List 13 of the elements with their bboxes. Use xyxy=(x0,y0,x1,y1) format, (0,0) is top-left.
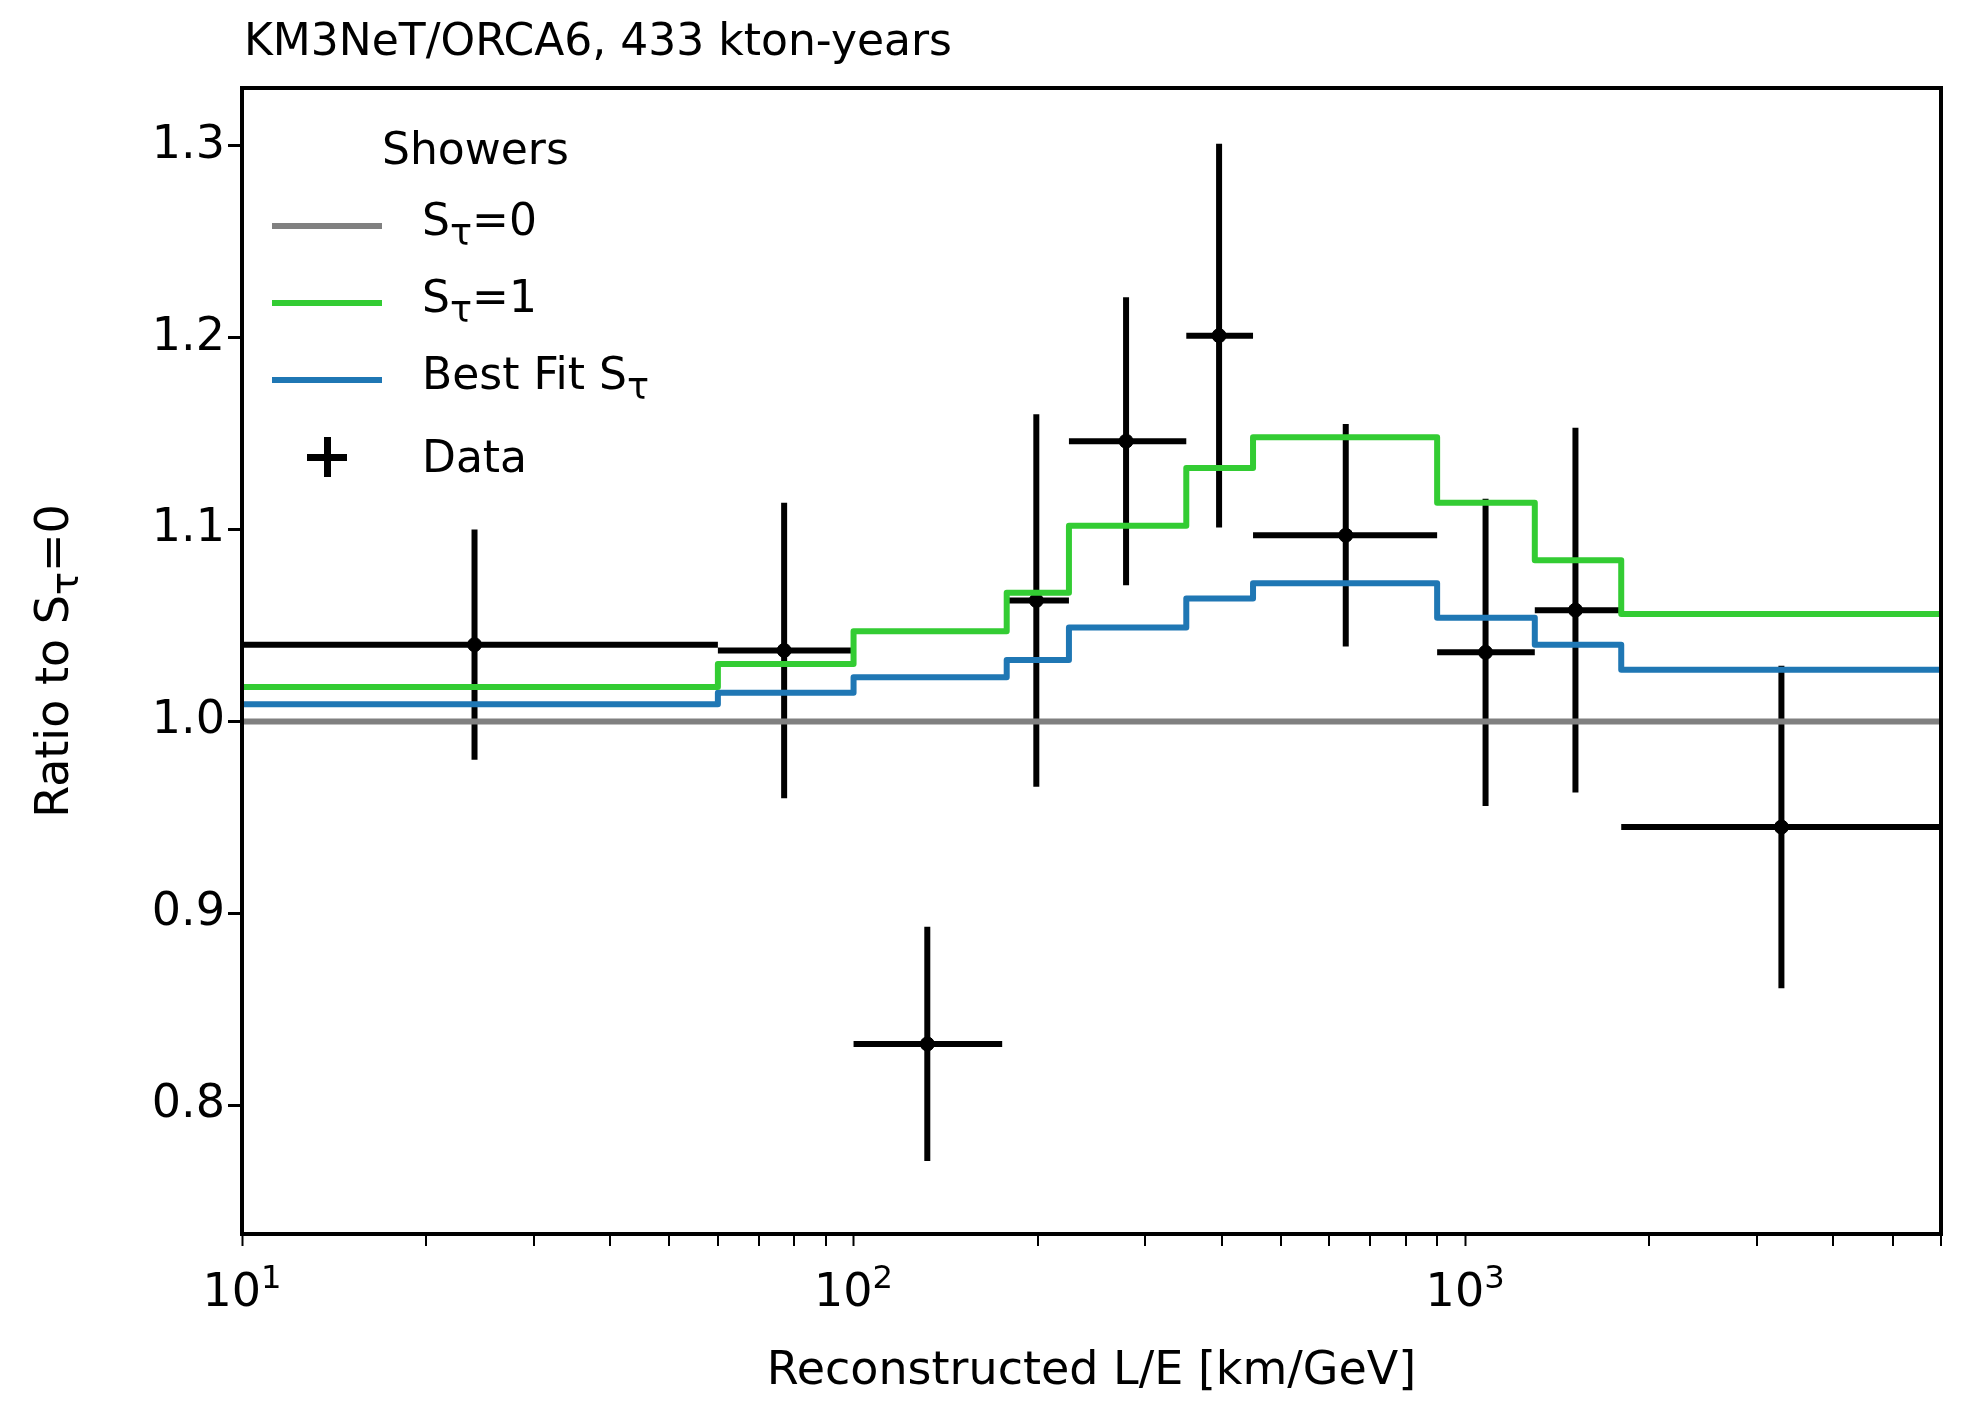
legend-title: Showers xyxy=(381,122,570,176)
y-tick-label: 1.2 xyxy=(151,306,225,361)
x-axis-title: Reconstructed L/E [km/GeV] xyxy=(766,1341,1417,1396)
y-tick-label: 1.3 xyxy=(151,114,225,169)
y-tick-label: 0.8 xyxy=(151,1074,225,1129)
legend-label: Best Fit S$_{τ}$ xyxy=(422,346,649,410)
y-tick-label: 1.0 xyxy=(151,690,225,745)
legend-label: Data xyxy=(422,430,528,484)
legend-label: S$_{τ}$=1 xyxy=(422,269,537,333)
y-tick-label: 0.9 xyxy=(151,882,225,937)
legend-label: S$_{τ}$=0 xyxy=(422,192,537,256)
y-tick-label: 1.1 xyxy=(151,498,225,553)
chart-title: KM3NeT/ORCA6, 433 kton-years xyxy=(244,14,952,65)
